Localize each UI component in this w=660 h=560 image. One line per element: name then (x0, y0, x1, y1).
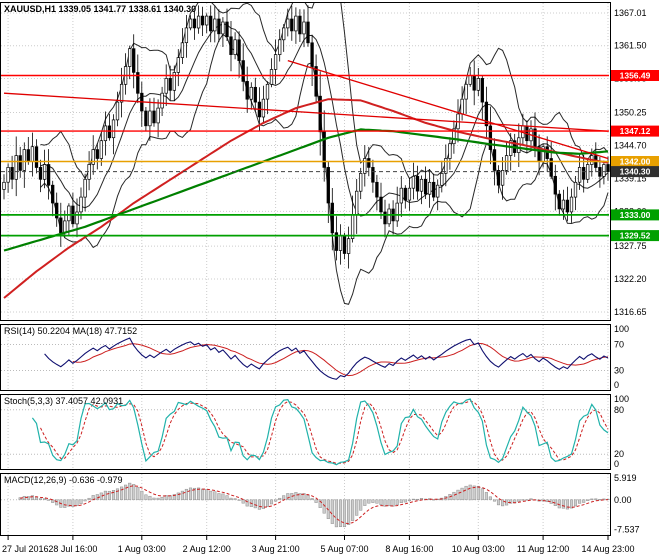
svg-text:5.919: 5.919 (614, 473, 637, 483)
macd-svg[interactable]: 5.919 0.00 -7.537 (0, 473, 660, 536)
time-label: 10 Aug 03:00 (452, 544, 505, 554)
main-chart-panel[interactable]: 1367.011361.501355.981350.251344.701339.… (0, 2, 660, 321)
price-tick-label: 1367.01 (614, 8, 647, 18)
svg-text:1356.49: 1356.49 (620, 71, 651, 81)
price-level-label[interactable]: 1347.12 (611, 125, 659, 137)
stoch-d-line (40, 400, 609, 464)
main-chart-canvas[interactable]: 1367.011361.501355.981350.251344.701339.… (0, 2, 660, 321)
price-level-label[interactable]: 1333.00 (611, 209, 659, 221)
macd-label-text: MACD(12,26,9) -0.636 -0.979 (4, 475, 123, 485)
rsi-label-text: RSI(14) 50.2204 (4, 326, 71, 336)
time-label: 1 Aug 03:00 (118, 544, 166, 554)
price-tick-label: 1350.25 (614, 108, 647, 118)
main-chart-svg[interactable]: 1367.011361.501355.981350.251344.701339.… (0, 2, 660, 321)
rsi-label: RSI(14) 50.2204 MA(18) 47.7152 (4, 326, 137, 336)
trendline (3, 92, 609, 132)
chart-title: XAUUSD,H1 1339.05 1341.77 1338.61 1340.3… (4, 4, 196, 14)
price-level-label[interactable]: 1342.00 (611, 156, 659, 167)
price-tick-label: 1322.20 (614, 274, 647, 284)
stochastic-indicator-panel[interactable]: 100 80 20 0 Stoch(5,3,3) 37.4057 42.0931 (0, 394, 660, 470)
price-tick-label: 1316.65 (614, 307, 647, 317)
stochastic-label: Stoch(5,3,3) 37.4057 42.0931 (4, 396, 123, 406)
stoch-k-line (31, 398, 609, 466)
svg-text:80: 80 (614, 405, 624, 415)
moving-averages (3, 98, 609, 299)
price-tick-label: 1327.75 (614, 241, 647, 251)
rsi-svg[interactable]: 100 70 30 0 (0, 324, 660, 391)
macd-indicator-panel[interactable]: 5.919 0.00 -7.537 MACD(12,26,9) -0.636 -0.… (0, 473, 660, 536)
time-label: 11 Aug 12:00 (517, 544, 569, 554)
rsi-ma-label-text: MA(18) 47.7152 (72, 326, 138, 336)
macd-signal-line (20, 485, 609, 525)
macd-histogram (18, 482, 610, 528)
stochastic-label-text: Stoch(5,3,3) 37.4057 42.0931 (4, 396, 124, 406)
stochastic-canvas[interactable]: 100 80 20 0 (0, 394, 660, 470)
svg-text:100: 100 (614, 394, 629, 404)
svg-text:1329.52: 1329.52 (620, 231, 651, 241)
trendline (287, 59, 609, 160)
time-axis[interactable]: 27 Jul 2016 28 Jul 16:00 1 Aug 03:00 2 Aug … (0, 536, 660, 560)
time-axis-svg[interactable]: 27 Jul 2016 28 Jul 16:00 1 Aug 03:00 2 Aug … (0, 536, 660, 560)
price-tick-label: 1339.15 (614, 173, 647, 183)
price-level-label[interactable]: 1329.52 (611, 230, 659, 242)
rsi-scale[interactable]: 100 70 30 0 (614, 324, 629, 390)
macd-label: MACD(12,26,9) -0.636 -0.979 (4, 475, 123, 485)
svg-text:-7.537: -7.537 (614, 524, 640, 534)
rsi-ma-line (72, 342, 609, 377)
svg-text:30: 30 (614, 366, 624, 376)
macd-canvas[interactable]: 5.919 0.00 -7.537 (0, 473, 660, 536)
svg-text:20: 20 (614, 449, 624, 459)
svg-text:1340.30: 1340.30 (620, 167, 651, 177)
price-level-label[interactable]: 1356.49 (611, 70, 659, 81)
price-tick-label: 1361.50 (614, 41, 647, 51)
svg-text:0: 0 (614, 380, 619, 390)
time-label: 8 Aug 16:00 (385, 544, 433, 554)
svg-text:100: 100 (614, 324, 629, 334)
time-label: 28 Jul 16:00 (48, 544, 97, 554)
svg-text:0: 0 (614, 459, 619, 469)
price-tick-label: 1344.70 (614, 141, 647, 151)
time-axis-canvas[interactable]: 27 Jul 2016 28 Jul 16:00 1 Aug 03:00 2 Aug … (0, 536, 660, 560)
time-label: 3 Aug 21:00 (252, 544, 300, 554)
price-level-label[interactable]: 1340.30 (611, 166, 659, 178)
trendlines[interactable] (3, 59, 609, 160)
svg-text:70: 70 (614, 340, 624, 350)
rsi-canvas[interactable]: 100 70 30 0 (0, 324, 660, 391)
svg-text:1347.12: 1347.12 (620, 126, 651, 136)
time-label: 5 Aug 07:00 (320, 544, 368, 554)
time-label: 2 Aug 12:00 (183, 544, 231, 554)
rsi-line (44, 337, 609, 380)
rsi-indicator-panel[interactable]: 100 70 30 0 RSI(14) 50.2204 MA(18) 47.7152 (0, 324, 660, 391)
chart-title-text: XAUUSD,H1 1339.05 1341.77 1338.61 1340.3… (4, 4, 197, 14)
time-label: 14 Aug 23:00 (581, 544, 634, 554)
svg-text:1342.00: 1342.00 (620, 157, 651, 167)
macd-scale[interactable]: 5.919 0.00 -7.537 (614, 473, 640, 534)
time-label: 27 Jul 2016 (2, 544, 49, 554)
svg-text:0.00: 0.00 (614, 495, 632, 505)
svg-text:1333.00: 1333.00 (620, 210, 651, 220)
